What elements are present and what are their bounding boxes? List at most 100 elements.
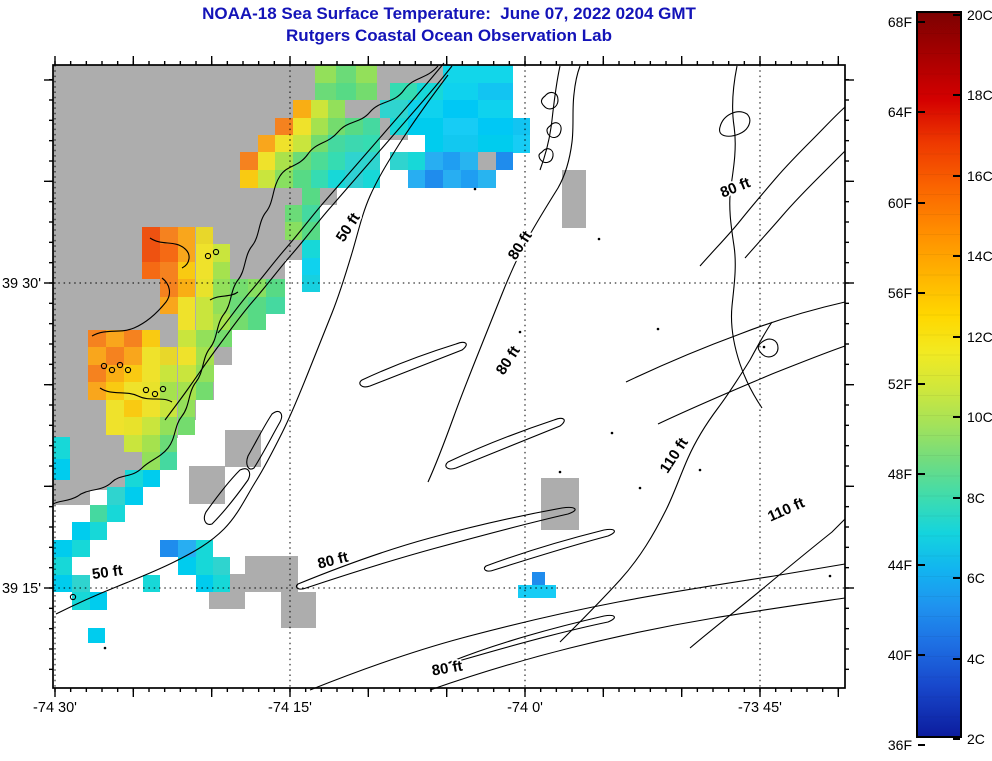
sst-cell bbox=[363, 170, 380, 188]
sst-cell bbox=[315, 83, 336, 100]
bathymetry-contour bbox=[539, 65, 561, 171]
depth-contour-label: 50 ft bbox=[91, 562, 124, 583]
sst-cell bbox=[478, 170, 496, 188]
colorbar-f-tick bbox=[918, 654, 925, 656]
sst-cell bbox=[248, 314, 266, 330]
bathymetry-contour bbox=[448, 614, 615, 664]
sst-cell bbox=[408, 100, 443, 118]
sst-cell bbox=[311, 135, 328, 152]
sst-cell bbox=[196, 314, 213, 330]
colorbar-gradient bbox=[918, 13, 960, 736]
sst-cell bbox=[124, 365, 142, 382]
contour-dot bbox=[597, 237, 601, 241]
bathymetry-contour bbox=[699, 106, 846, 267]
sst-cell bbox=[213, 279, 230, 297]
land-patch bbox=[281, 592, 316, 628]
sst-cell bbox=[258, 170, 275, 188]
sst-cell bbox=[53, 557, 72, 575]
colorbar-c-tick bbox=[953, 175, 960, 177]
bathymetry-contour bbox=[559, 321, 773, 643]
sst-cell bbox=[178, 330, 196, 347]
sst-cell bbox=[425, 152, 443, 170]
sst-cell bbox=[106, 400, 124, 417]
sst-cell bbox=[363, 135, 380, 152]
sst-cell bbox=[443, 135, 478, 153]
contour-dot bbox=[828, 574, 832, 578]
contour-dot bbox=[698, 468, 702, 472]
bathymetry-contour bbox=[729, 65, 763, 409]
sst-cell bbox=[478, 83, 513, 100]
sst-cell bbox=[142, 382, 160, 400]
sst-cell bbox=[124, 330, 142, 347]
sst-cell bbox=[72, 592, 90, 610]
land-patch bbox=[225, 430, 261, 467]
sst-cell bbox=[213, 575, 230, 592]
bathymetry-contour bbox=[99, 387, 173, 403]
sst-cell bbox=[275, 135, 293, 152]
colorbar-f-label: 56F bbox=[887, 285, 912, 301]
x-axis-tick-label: -74 0' bbox=[507, 700, 543, 716]
depth-contour-label: 110 ft bbox=[657, 435, 692, 476]
sst-cell bbox=[88, 628, 105, 643]
sst-cell bbox=[124, 347, 142, 365]
colorbar-c-label: 6C bbox=[967, 570, 985, 586]
sst-cell bbox=[178, 297, 195, 314]
sst-cell bbox=[302, 258, 320, 275]
y-axis-tick-label: 39 30' bbox=[2, 276, 41, 292]
sst-cell bbox=[213, 557, 230, 575]
sst-cell bbox=[178, 244, 195, 262]
sst-cell bbox=[160, 347, 177, 365]
colorbar-c-label: 4C bbox=[967, 651, 985, 667]
sst-cell bbox=[107, 505, 125, 522]
land-patch bbox=[541, 478, 579, 530]
sst-cell bbox=[336, 65, 356, 83]
sst-cell bbox=[143, 470, 160, 487]
sst-cell bbox=[178, 227, 195, 244]
bathymetry-contour bbox=[209, 291, 239, 301]
sst-cell bbox=[417, 83, 443, 100]
colorbar-c-tick bbox=[953, 255, 960, 257]
sst-cell bbox=[160, 435, 177, 452]
sst-cell bbox=[213, 244, 230, 262]
sst-cell bbox=[72, 522, 90, 540]
bathymetry-contour bbox=[295, 506, 576, 590]
sst-cell bbox=[142, 330, 160, 347]
depth-contour-label: 80 ft bbox=[493, 343, 524, 378]
sst-cell bbox=[88, 330, 106, 347]
colorbar-f-tick bbox=[918, 21, 925, 23]
sst-cell bbox=[230, 314, 248, 330]
sst-cell bbox=[90, 505, 107, 522]
contour-ring bbox=[159, 385, 167, 393]
colorbar-c-tick bbox=[953, 577, 960, 579]
bathymetry-contour bbox=[625, 301, 846, 383]
sst-cell bbox=[293, 135, 311, 152]
depth-contour-label: 80 ft bbox=[431, 658, 464, 680]
sst-cell bbox=[275, 152, 293, 170]
sst-cell bbox=[196, 575, 213, 592]
sst-cell bbox=[443, 83, 478, 100]
sst-cell bbox=[196, 297, 213, 314]
sst-cell bbox=[106, 382, 124, 400]
sst-pixel-layer bbox=[53, 65, 556, 643]
contour-ring bbox=[116, 361, 124, 369]
sst-cell bbox=[106, 417, 124, 435]
colorbar-f-label: 48F bbox=[887, 466, 912, 482]
sst-cell bbox=[178, 417, 195, 435]
sst-cell bbox=[178, 279, 195, 297]
sst-cell bbox=[160, 540, 178, 557]
depth-contour-label: 80 ft bbox=[316, 549, 350, 573]
axis-tick-layer bbox=[44, 56, 854, 697]
sst-cell bbox=[311, 152, 328, 170]
land-patch bbox=[245, 556, 298, 592]
colorbar-c-tick bbox=[953, 658, 960, 660]
colorbar-c-label: 14C bbox=[967, 248, 992, 264]
colorbar-f-tick bbox=[918, 111, 925, 113]
sst-cell bbox=[125, 487, 143, 505]
sst-cell bbox=[142, 347, 160, 365]
sst-cell bbox=[328, 152, 345, 170]
colorbar-f-label: 44F bbox=[887, 557, 912, 573]
colorbar-c-label: 18C bbox=[967, 87, 992, 103]
sst-cell bbox=[196, 227, 213, 244]
contour-ring bbox=[142, 386, 150, 394]
